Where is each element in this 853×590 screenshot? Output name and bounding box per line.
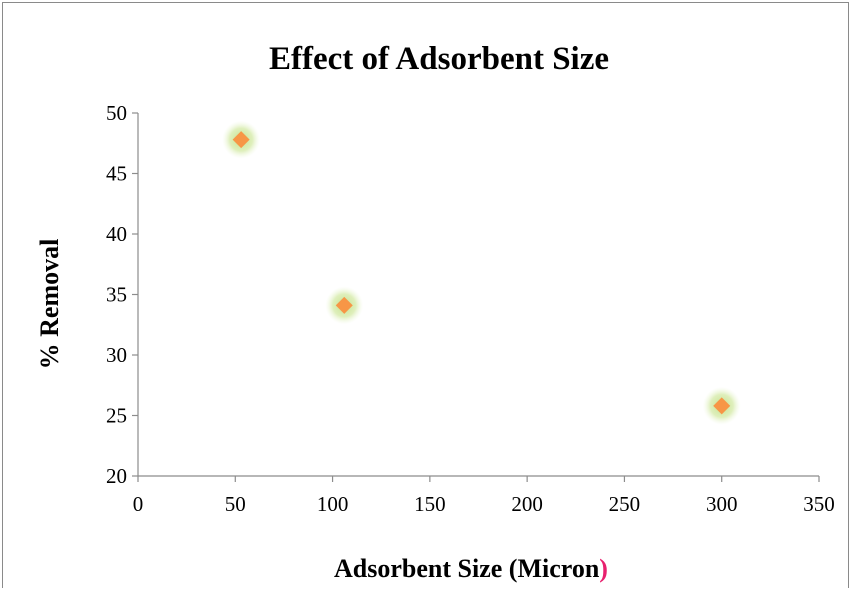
x-axis-title: Adsorbent Size (Micron) [334, 554, 608, 583]
y-axis: 20 25 30 35 40 45 50 [106, 101, 138, 488]
y-tick-label: 45 [106, 162, 127, 186]
x-tick-label: 200 [511, 492, 543, 516]
x-tick-label: 150 [414, 492, 446, 516]
y-tick-label: 30 [106, 343, 127, 367]
y-tick-label: 40 [106, 222, 127, 246]
data-points [222, 121, 741, 425]
y-tick-label: 35 [106, 283, 127, 307]
x-tick-label: 250 [609, 492, 641, 516]
chart-title: Effect of Adsorbent Size [269, 41, 609, 77]
x-tick-label: 50 [225, 492, 246, 516]
x-tick-label: 0 [133, 492, 144, 516]
data-point [222, 121, 260, 159]
x-axis-title-text: Adsorbent Size (Micron [334, 554, 600, 583]
y-tick-label: 20 [106, 464, 127, 488]
y-tick-label: 50 [106, 101, 127, 125]
x-axis: 0 50 100 150 200 250 300 350 [133, 476, 835, 516]
y-tick-label: 25 [106, 404, 127, 428]
x-tick-label: 350 [803, 492, 835, 516]
x-axis-title-suffix: ) [599, 554, 608, 583]
x-tick-label: 300 [706, 492, 738, 516]
data-point [703, 387, 741, 425]
x-tick-label: 100 [317, 492, 349, 516]
data-point [325, 286, 363, 324]
y-axis-title: % Removal [35, 239, 64, 370]
scatter-chart: Effect of Adsorbent Size 20253035404550 … [3, 3, 850, 589]
